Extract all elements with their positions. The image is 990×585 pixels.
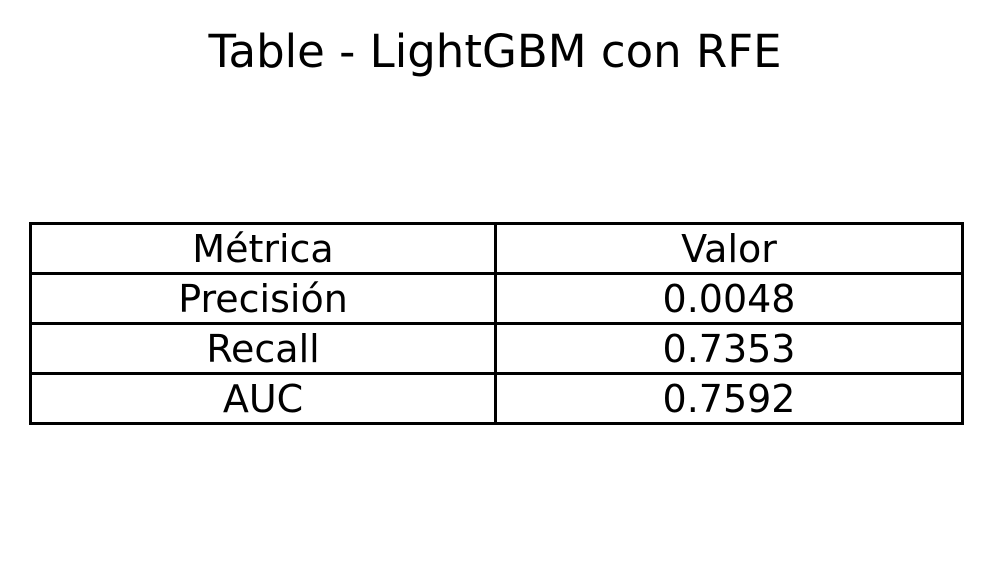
table-row: AUC 0.7592 — [29, 372, 964, 425]
metric-value-cell: 0.7592 — [494, 372, 964, 425]
metric-name-cell: Recall — [29, 322, 497, 375]
metric-name-cell: Precisión — [29, 272, 497, 325]
table-row: Recall 0.7353 — [29, 322, 964, 375]
column-header-value: Valor — [494, 222, 964, 275]
table-header-row: Métrica Valor — [29, 222, 964, 275]
table-row: Precisión 0.0048 — [29, 272, 964, 325]
metrics-table: Métrica Valor Precisión 0.0048 Recall 0.… — [29, 222, 964, 425]
metric-value-cell: 0.7353 — [494, 322, 964, 375]
table-title: Table - LightGBM con RFE — [208, 25, 782, 78]
metric-value-cell: 0.0048 — [494, 272, 964, 325]
metric-name-cell: AUC — [29, 372, 497, 425]
column-header-metric: Métrica — [29, 222, 497, 275]
